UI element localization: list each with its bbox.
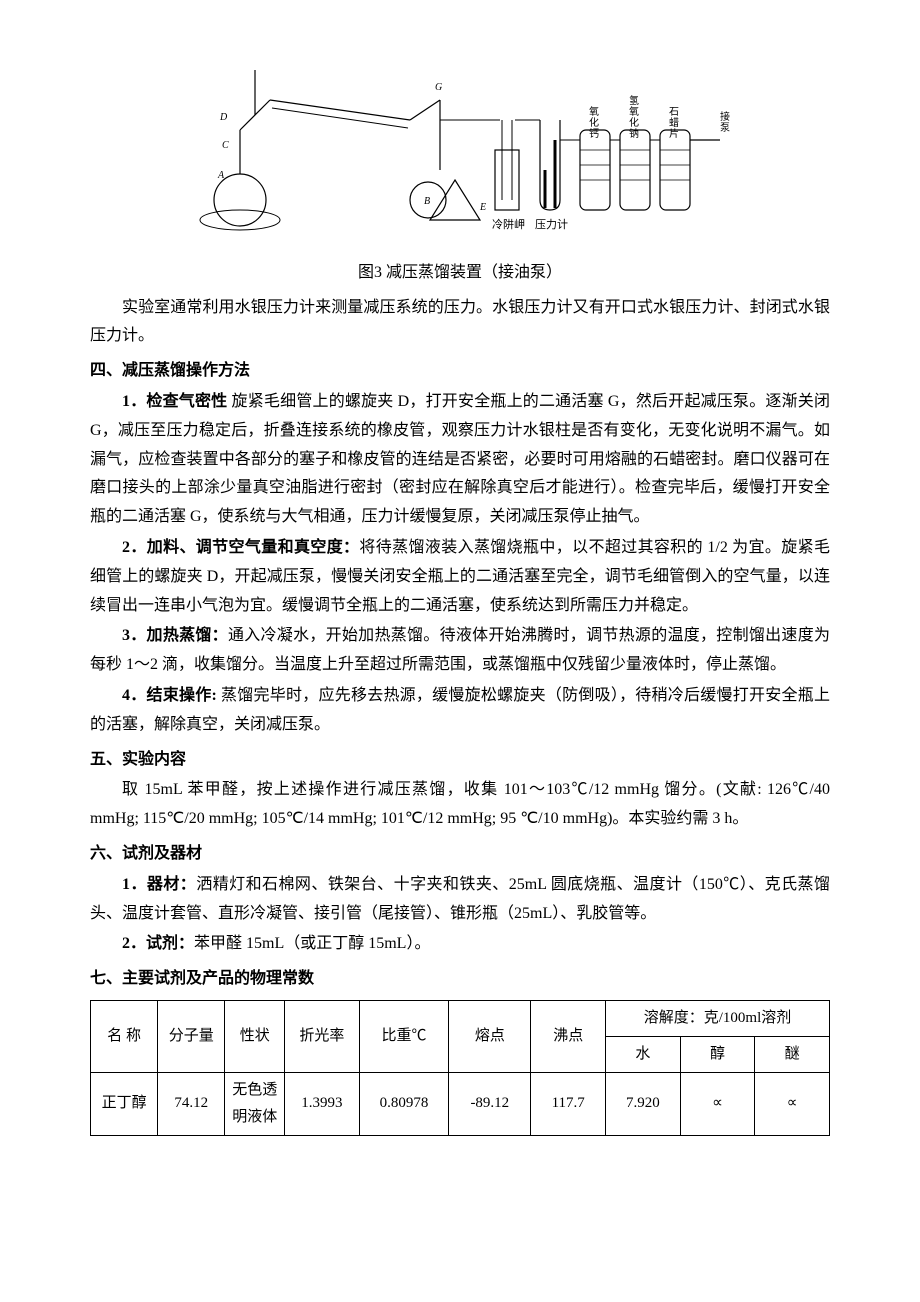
cell-bp: 117.7 <box>531 1072 606 1135</box>
section6-item2: 2．试剂：苯甲醛 15mL（或正丁醇 15mL）。 <box>90 930 830 959</box>
section6-item1-label: 1．器材： <box>122 876 196 893</box>
svg-text:D: D <box>219 112 228 123</box>
cell-sg: 0.80978 <box>359 1072 449 1135</box>
apparatus-diagram: D C A G B E 冷阱岬 压力计 氧化钙 <box>180 60 740 240</box>
table-header-row-1: 名 称 分子量 性状 折光率 比重℃ 熔点 沸点 溶解度：克/100ml溶剂 <box>91 1000 830 1036</box>
cell-sol-water: 7.920 <box>606 1072 681 1135</box>
section4-item2-label: 2．加料、调节空气量和真空度： <box>122 539 359 556</box>
cell-state: 无色透明液体 <box>225 1072 285 1135</box>
th-solubility: 溶解度：克/100ml溶剂 <box>606 1000 830 1036</box>
section6-title: 六、试剂及器材 <box>90 840 830 869</box>
section4-item4-label: 4．结束操作: <box>122 687 217 704</box>
label-to-pump: 接泵 <box>720 110 730 134</box>
section4-item4: 4．结束操作: 蒸馏完毕时，应先移去热源，缓慢旋松螺旋夹（防倒吸），待稍冷后缓慢… <box>90 682 830 740</box>
th-ri: 折光率 <box>285 1000 360 1072</box>
cell-sol-alcohol: ∝ <box>680 1072 755 1135</box>
label-cold-trap: 冷阱岬 <box>492 217 525 231</box>
cell-mw: 74.12 <box>158 1072 225 1135</box>
label-cao: 氧化钙 <box>589 105 599 140</box>
svg-text:A: A <box>217 170 225 181</box>
section4-item1: 1．检查气密性 旋紧毛细管上的螺旋夹 D，打开安全瓶上的二通活塞 G，然后开起减… <box>90 388 830 532</box>
cell-name: 正丁醇 <box>91 1072 158 1135</box>
label-manometer: 压力计 <box>535 218 568 231</box>
section4-item3-label: 3．加热蒸馏： <box>122 627 228 644</box>
th-sg: 比重℃ <box>359 1000 449 1072</box>
th-bp: 沸点 <box>531 1000 606 1072</box>
para-mercury-manometer: 实验室通常利用水银压力计来测量减压系统的压力。水银压力计又有开口式水银压力计、封… <box>90 294 830 352</box>
th-sol-ether: 醚 <box>755 1036 830 1072</box>
svg-text:B: B <box>424 196 430 207</box>
table-row: 正丁醇 74.12 无色透明液体 1.3993 0.80978 -89.12 1… <box>91 1072 830 1135</box>
section5-title: 五、实验内容 <box>90 746 830 775</box>
th-sol-alcohol: 醇 <box>680 1036 755 1072</box>
section5-body: 取 15mL 苯甲醛，按上述操作进行减压蒸馏，收集 101～103℃/12 mm… <box>90 776 830 834</box>
section4-item1-label: 1．检查气密性 <box>122 393 227 410</box>
th-mw: 分子量 <box>158 1000 225 1072</box>
section6-item2-body: 苯甲醛 15mL（或正丁醇 15mL）。 <box>194 935 430 952</box>
section6-item2-label: 2．试剂： <box>122 935 194 952</box>
section7-title: 七、主要试剂及产品的物理常数 <box>90 965 830 994</box>
section6-item1-body: 洒精灯和石棉网、铁架台、十字夹和铁夹、25mL 圆底烧瓶、温度计（150℃）、克… <box>90 876 830 922</box>
th-state: 性状 <box>225 1000 285 1072</box>
svg-text:E: E <box>479 202 486 213</box>
cell-ri: 1.3993 <box>285 1072 360 1135</box>
section4-item3: 3．加热蒸馏：通入冷凝水，开始加热蒸馏。待液体开始沸腾时，调节热源的温度，控制馏… <box>90 622 830 680</box>
th-sol-water: 水 <box>606 1036 681 1072</box>
label-naoh: 氢氧化钠 <box>629 94 639 140</box>
section4-title: 四、减压蒸馏操作方法 <box>90 357 830 386</box>
label-paraffin: 石蜡片 <box>669 107 679 140</box>
section4-item2: 2．加料、调节空气量和真空度：将待蒸馏液装入蒸馏烧瓶中，以不超过其容积的 1/2… <box>90 534 830 620</box>
svg-text:C: C <box>222 140 229 151</box>
cell-mp: -89.12 <box>449 1072 531 1135</box>
properties-table: 名 称 分子量 性状 折光率 比重℃ 熔点 沸点 溶解度：克/100ml溶剂 水… <box>90 1000 830 1136</box>
cell-sol-ether: ∝ <box>755 1072 830 1135</box>
th-name: 名 称 <box>91 1000 158 1072</box>
section4-item1-body: 旋紧毛细管上的螺旋夹 D，打开安全瓶上的二通活塞 G，然后开起减压泵。逐渐关闭 … <box>90 393 830 525</box>
section6-item1: 1．器材：洒精灯和石棉网、铁架台、十字夹和铁夹、25mL 圆底烧瓶、温度计（15… <box>90 871 830 929</box>
svg-text:G: G <box>435 82 442 93</box>
figure-container: D C A G B E 冷阱岬 压力计 氧化钙 <box>90 60 830 251</box>
th-mp: 熔点 <box>449 1000 531 1072</box>
figure-caption: 图3 减压蒸馏装置（接油泵） <box>90 259 830 288</box>
